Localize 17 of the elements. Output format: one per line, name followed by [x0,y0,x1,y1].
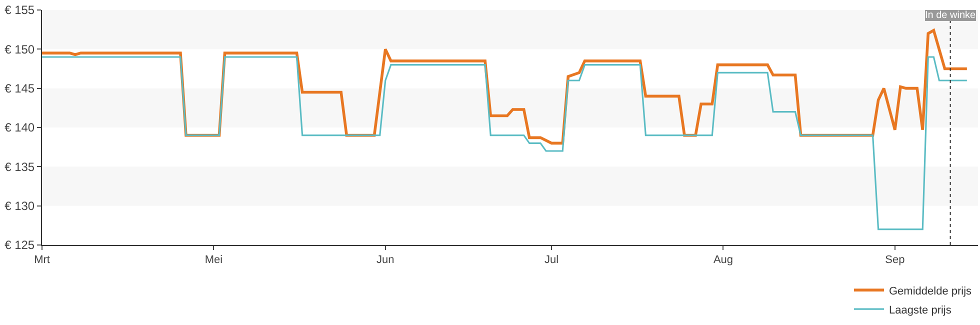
x-tick-label: Mrt [34,254,50,266]
line-series [42,56,968,230]
x-tick-label: Aug [713,254,734,266]
y-tick-label: € 155 [4,3,35,18]
legend-label: Laagste prijs [889,304,952,316]
y-tick-label: € 135 [4,160,35,174]
x-tick-label: Jun [376,254,394,266]
x-tick-label: Mei [204,254,223,266]
ref-line-label: In de winke [925,10,976,21]
y-tick-label: € 140 [4,120,35,135]
y-tick-label: € 150 [4,42,35,56]
y-tick-label: € 125 [4,238,35,252]
y-tick-label: € 130 [4,199,35,214]
x-tick-label: Sep [885,254,905,266]
x-tick-label: Jul [544,254,559,266]
y-tick-label: € 145 [4,82,35,96]
legend-label: Gemiddelde prijs [889,285,972,298]
